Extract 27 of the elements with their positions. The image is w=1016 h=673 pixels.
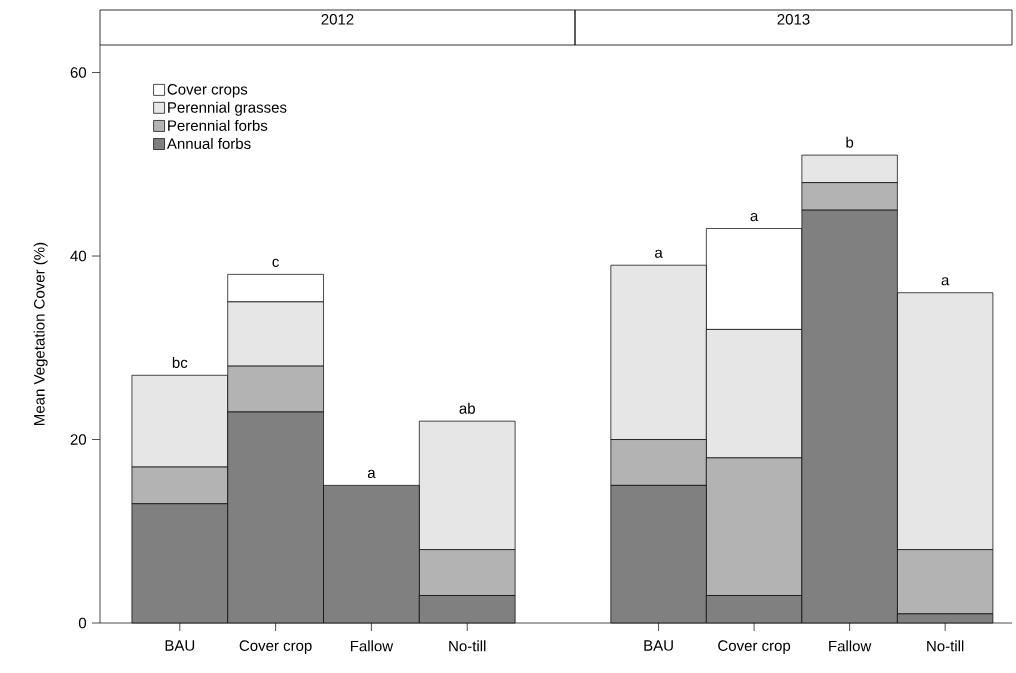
annotation: b <box>846 136 854 148</box>
legend-label: Annual forbs <box>166 138 251 150</box>
y-tick-label: 20 <box>70 434 87 445</box>
annotation: ab <box>459 402 475 414</box>
y-axis-title: Mean Vegetation Cover (%) <box>33 242 48 425</box>
x-tick-label: BAU <box>644 640 673 651</box>
legend-label: Cover crops <box>167 84 248 98</box>
x-tick-label: No-till <box>449 640 486 652</box>
y-tick-label: 60 <box>70 67 87 78</box>
chart-title: 2012 <box>321 14 354 25</box>
x-tick-label: No-till <box>927 640 964 652</box>
x-tick-label: Fallow <box>829 640 872 652</box>
annotation: a <box>941 277 950 286</box>
legend-label: Perennial grasses <box>168 101 287 116</box>
annotation: bc <box>172 356 188 368</box>
annotation: a <box>750 212 759 222</box>
x-tick-label: BAU <box>165 640 195 651</box>
y-tick-label: 0 <box>78 617 87 629</box>
legend-label: Perennial forbs <box>168 119 268 131</box>
y-tick-label: 40 <box>70 250 87 262</box>
chart-title: 2013 <box>777 14 810 25</box>
annotation: a <box>655 249 663 258</box>
x-tick-label: Cover crop <box>718 640 791 654</box>
x-tick-label: Fallow <box>350 640 394 652</box>
x-tick-label: Cover crop <box>239 640 312 654</box>
annotation: a <box>367 469 376 479</box>
annotation: c <box>272 258 279 268</box>
